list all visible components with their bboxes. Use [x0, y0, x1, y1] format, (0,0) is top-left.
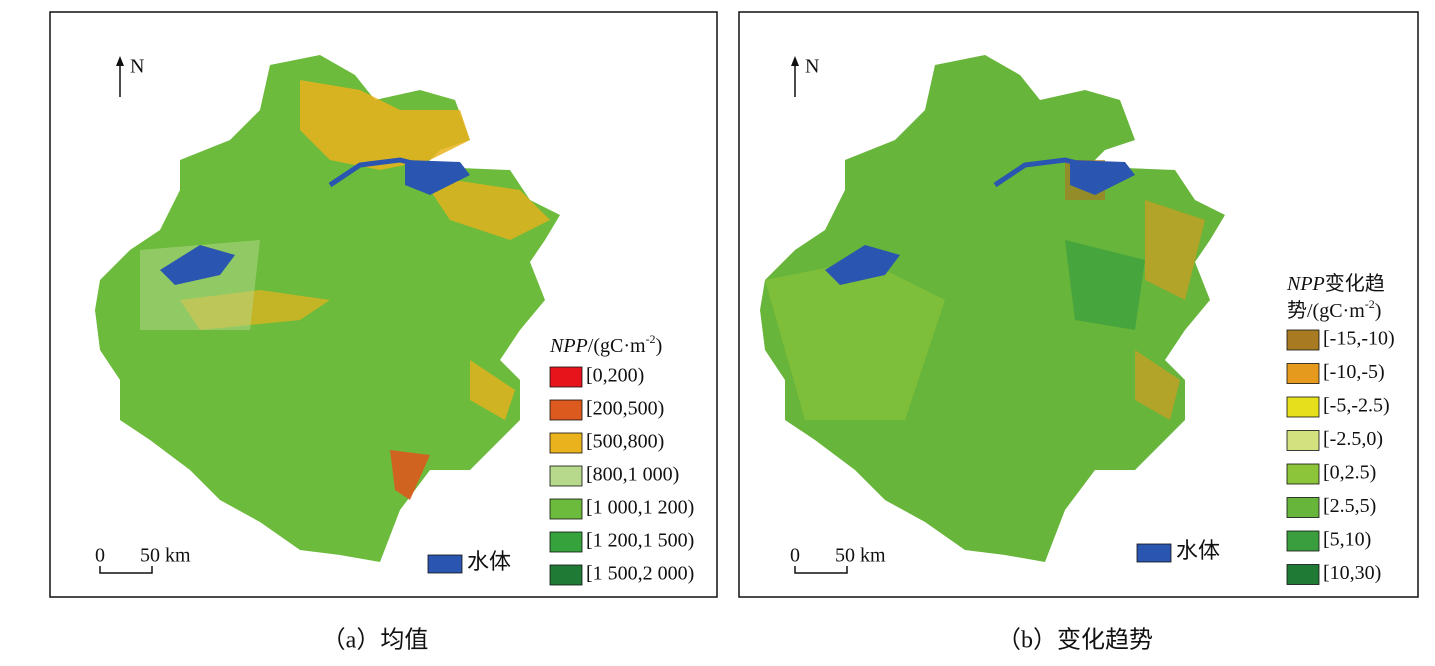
water-swatch — [1136, 543, 1172, 563]
legend-label: [200,500) — [586, 398, 664, 420]
legend-swatch — [1286, 463, 1320, 485]
legend-label: [0,200) — [586, 365, 644, 387]
north-arrow-head — [791, 56, 799, 66]
legend-label: [5,10) — [1323, 529, 1371, 551]
legend-title-var: NPP — [549, 335, 588, 357]
legend-title: NPP/(gC·m-2) — [549, 332, 662, 357]
water-label: 水体 — [1176, 538, 1220, 563]
legend-title-sup: -2 — [646, 332, 656, 346]
legend-swatch — [549, 465, 583, 487]
legend-swatch — [1286, 363, 1320, 384]
legend-label: [500,800) — [586, 431, 664, 453]
legend-label: [10,30) — [1323, 562, 1381, 584]
legend-swatch — [549, 399, 583, 421]
legend-swatch — [549, 531, 583, 553]
legend-label: [1 500,2 000) — [586, 563, 694, 585]
legend-title-end: ) — [1375, 300, 1382, 322]
scale-start: 0 — [95, 545, 105, 567]
legend-title-text: /(gC·m — [588, 335, 646, 357]
legend-swatch — [1286, 564, 1320, 585]
legend-title-text: 变化趋 — [1325, 272, 1385, 295]
scale-bar — [794, 566, 848, 574]
legend-swatch — [1286, 430, 1320, 451]
legend-title: 势/(gC·m-2) — [1287, 297, 1381, 322]
scale-start: 0 — [790, 545, 800, 567]
water-label: 水体 — [467, 549, 511, 574]
legend-label: [-5,-2.5) — [1323, 395, 1390, 417]
legend-label: [1 200,1 500) — [586, 530, 694, 552]
caption: （a）均值 — [322, 627, 429, 654]
legend-swatch — [1286, 329, 1320, 351]
map-a — [95, 55, 560, 562]
panel-frame — [738, 11, 1419, 598]
legend-title-end: ) — [656, 335, 663, 357]
legend-label: [1 000,1 200) — [586, 497, 694, 519]
north-label: N — [805, 56, 819, 78]
legend-label: [800,1 000) — [586, 464, 679, 486]
legend-title-var: NPP — [1286, 273, 1325, 295]
legend-swatch — [1286, 530, 1320, 552]
panel-frame — [49, 11, 718, 598]
scale-end: 50 km — [835, 545, 886, 567]
legend-swatch — [1286, 396, 1320, 418]
legend-label: [-15,-10) — [1323, 328, 1395, 350]
map-b — [760, 55, 1225, 562]
legend-title-sup: -2 — [1365, 297, 1375, 311]
north-label: N — [130, 56, 144, 78]
north-arrow-head — [116, 56, 124, 66]
legend-label: [2.5,5) — [1323, 495, 1376, 517]
legend-label: [0,2.5) — [1323, 462, 1376, 484]
scale-end: 50 km — [140, 545, 191, 567]
legend-title: NPP变化趋 — [1286, 272, 1385, 295]
legend-swatch — [549, 366, 583, 388]
legend-swatch — [549, 564, 583, 586]
legend-swatch — [549, 432, 583, 454]
legend-label: [-10,-5) — [1323, 361, 1385, 383]
water-swatch — [427, 554, 463, 574]
legend-swatch — [549, 498, 583, 520]
legend-title-text: 势/(gC·m — [1287, 299, 1365, 322]
legend-label: [-2.5,0) — [1323, 428, 1383, 450]
caption: （b）变化趋势 — [997, 627, 1153, 654]
scale-bar — [99, 566, 153, 574]
legend-swatch — [1286, 497, 1320, 518]
